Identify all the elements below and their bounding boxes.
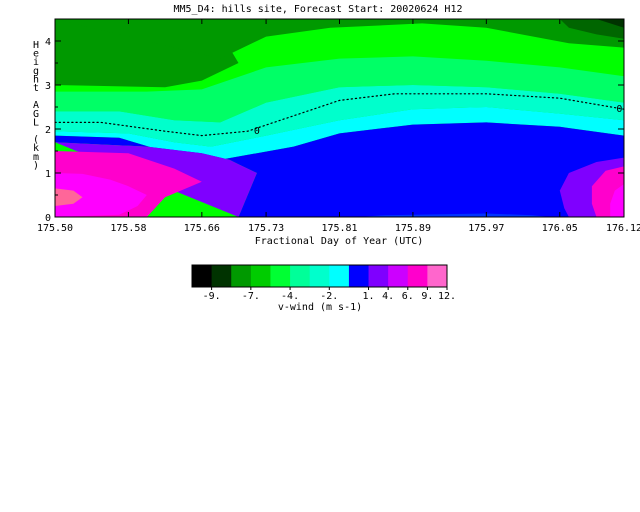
colorbar-swatch: [388, 265, 409, 287]
colorbar-title: v-wind (m s-1): [278, 302, 362, 313]
contour-region-3: [55, 19, 624, 59]
y-axis-label-char: A: [33, 100, 39, 111]
y-axis-label-char: k: [33, 143, 39, 154]
y-axis-label-char: t: [33, 83, 39, 94]
colorbar-label: -9.: [203, 291, 221, 302]
colorbar-swatch: [211, 265, 232, 287]
y-axis-label-char: L: [33, 117, 39, 128]
x-tick-label: 176.05: [542, 223, 578, 234]
colorbar-label: 1.: [363, 291, 375, 302]
y-axis: 0 1 2 3 4: [45, 37, 624, 224]
x-tick-label: 175.66: [184, 223, 220, 234]
colorbar-swatch: [407, 265, 428, 287]
contour-label: 0: [254, 126, 260, 137]
colorbar-swatch: [329, 265, 350, 287]
chart-title: MM5_D4: hills site, Forecast Start: 2002…: [174, 4, 463, 15]
y-axis-label-char: G: [33, 109, 39, 120]
colorbar-label: 4.: [382, 291, 394, 302]
contour-band-2: [55, 56, 624, 123]
y-tick-label: 0: [45, 213, 51, 224]
y-axis-label-char: i: [33, 57, 39, 68]
colorbar-label: 9.: [421, 291, 433, 302]
contour-region-4: [559, 19, 624, 39]
x-tick-label: 175.97: [468, 223, 504, 234]
y-axis-label-char: h: [33, 74, 39, 85]
contour-region-12: [357, 213, 551, 217]
colorbar-label: -7.: [242, 291, 260, 302]
y-axis-label-char: ): [33, 160, 39, 171]
contour-region-7: [55, 173, 147, 217]
x-tick-label: 175.50: [37, 223, 73, 234]
colorbar-swatch: [309, 265, 330, 287]
contour-region-8: [55, 188, 83, 206]
colorbar-swatch: [348, 265, 370, 287]
plot-area: 00: [54, 19, 625, 217]
colorbar-swatch: [290, 265, 311, 287]
x-axis: 175.50 175.58 175.66 175.73 175.81 175.89 175.…: [37, 19, 640, 234]
zero-contour-line: [54, 93, 625, 137]
colorbar-swatch: [192, 265, 213, 287]
y-tick-label: 3: [45, 81, 51, 92]
colorbar-swatch: [270, 265, 291, 287]
contour-band-3: [55, 85, 624, 147]
y-axis-label-char: e: [33, 49, 39, 60]
contour-region-11: [610, 184, 624, 217]
contour-band-5: [55, 122, 624, 217]
colorbar-swatch: [368, 265, 389, 287]
y-axis-label-char: H: [33, 40, 39, 51]
colorbar-label: -4.: [281, 291, 299, 302]
colorbar-swatch: [250, 265, 271, 287]
x-axis-label: Fractional Day of Year (UTC): [255, 236, 424, 247]
colorbar-label: 12.: [438, 291, 456, 302]
y-axis-label-char: m: [33, 152, 39, 163]
colorbar-label: -2.: [320, 291, 338, 302]
y-axis-label-char: (: [33, 135, 39, 146]
contour-region-5: [596, 19, 624, 28]
x-tick-label: 176.12: [606, 223, 640, 234]
contour-label: 0: [616, 104, 622, 115]
y-tick-label: 1: [45, 169, 51, 180]
x-tick-label: 175.58: [110, 223, 146, 234]
x-tick-label: 175.89: [395, 223, 431, 234]
colorbar-label: 6.: [402, 291, 414, 302]
colorbar-swatch: [231, 265, 252, 287]
y-axis-label-char: g: [33, 66, 39, 77]
x-tick-label: 175.81: [321, 223, 357, 234]
y-tick-label: 2: [45, 125, 51, 136]
x-tick-label: 175.73: [248, 223, 284, 234]
colorbar: -9. -7. -4. -2. 1. 4. 6. 9. 12.: [191, 264, 456, 302]
y-tick-label: 4: [45, 37, 51, 48]
colorbar-frame: [191, 264, 448, 288]
colorbar-swatch: [427, 265, 448, 287]
